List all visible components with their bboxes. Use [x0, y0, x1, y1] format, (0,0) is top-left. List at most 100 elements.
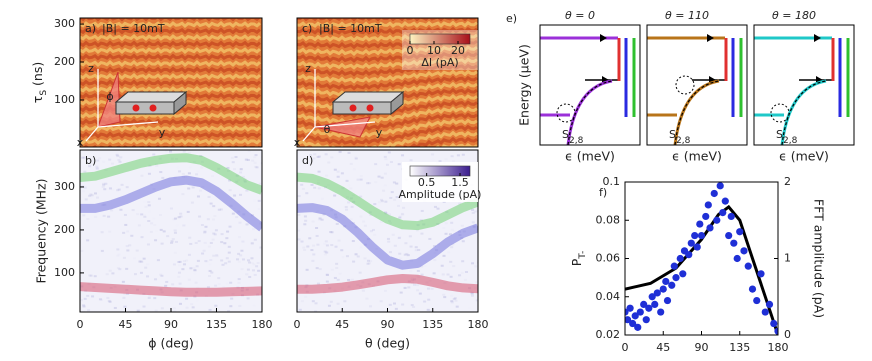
spectrum-noise: [310, 183, 314, 186]
spectrum-noise: [313, 186, 317, 189]
data-point: [626, 304, 634, 312]
y-tick-label: 200: [54, 55, 75, 68]
spectrum-noise: [305, 268, 309, 271]
spectrum-noise: [160, 242, 164, 245]
spectrum-noise: [417, 248, 421, 251]
spectrum-noise: [368, 182, 372, 185]
spectrum-noise: [250, 261, 254, 264]
spectrum-noise: [228, 189, 232, 192]
spectrum-noise: [350, 278, 354, 281]
inset-label: θ: [324, 123, 331, 136]
x-tick-label: 45: [335, 318, 349, 331]
spectrum-noise: [325, 251, 329, 254]
heatmap-fringe: [80, 10, 260, 13]
spectrum-noise: [181, 193, 185, 196]
fit-band: [297, 172, 478, 231]
spectrum-noise: [147, 220, 151, 223]
spectrum-noise: [447, 251, 451, 254]
spectrum-noise: [237, 278, 241, 281]
spectrum-noise: [394, 307, 398, 310]
spectrum-noise: [420, 273, 424, 276]
spectrum-noise: [159, 273, 163, 276]
spectrum-noise: [401, 303, 405, 306]
spectrum-noise: [117, 188, 121, 191]
spectrum-noise: [318, 217, 322, 220]
heatmap-fringe: [297, 124, 478, 146]
spectrum-noise: [335, 262, 339, 265]
spectrum-noise: [456, 154, 460, 157]
inset-device: [332, 101, 392, 115]
spectrum-noise: [315, 234, 319, 237]
spectrum-noise: [252, 263, 256, 266]
spectrum-noise: [386, 237, 390, 240]
spectrum-noise: [147, 172, 151, 175]
spectrum-noise: [169, 150, 173, 153]
spectrum-noise: [206, 286, 210, 289]
spectrum-noise: [349, 187, 353, 190]
spectrum-noise: [152, 217, 155, 219]
spectrum-noise: [148, 211, 151, 213]
spectrum-noise: [468, 307, 471, 309]
spectrum-noise: [116, 254, 120, 257]
spectrum-noise: [140, 213, 144, 216]
spectrum-noise: [256, 261, 260, 264]
spectrum-noise: [150, 222, 154, 225]
arrow: [707, 34, 716, 84]
spectrum-noise: [324, 240, 328, 243]
x-tick-label: 180: [252, 318, 273, 331]
spectrum-noise: [116, 189, 120, 192]
spectrum-noise: [177, 275, 181, 278]
spectrum-noise: [123, 213, 127, 216]
spectrum-noise: [325, 244, 329, 247]
spectrum-noise: [126, 249, 130, 252]
x-tick-label: 0: [294, 318, 301, 331]
spectrum-noise: [340, 249, 344, 252]
inset-dot: [132, 104, 140, 112]
spectrum-noise: [379, 220, 383, 223]
spectrum-noise: [171, 238, 175, 241]
data-point: [748, 285, 757, 293]
spectrum-noise: [140, 236, 144, 239]
data-point: [640, 300, 648, 308]
spectrum-noise: [117, 253, 121, 256]
spectrum-noise: [115, 153, 119, 156]
panel-title: θ = 0: [565, 9, 595, 22]
spectrum-noise: [86, 239, 90, 242]
x-tick-label: 90: [164, 318, 178, 331]
spectrum-noise: [370, 225, 373, 227]
spectrum-noise: [366, 259, 370, 262]
label-part: S: [776, 128, 783, 141]
data-point: [725, 231, 733, 240]
spectrum-noise: [185, 297, 189, 300]
spectrum-noise: [354, 157, 358, 160]
spectrum-noise: [187, 172, 191, 175]
heatmap-fringe: [297, 69, 478, 84]
spectrum-noise: [401, 154, 405, 157]
data-point: [651, 300, 659, 308]
spectrum-noise: [156, 259, 160, 262]
spectrum-noise: [117, 158, 121, 161]
spectrum-noise: [182, 260, 186, 263]
spectrum-noise: [312, 253, 316, 256]
spectrum-noise: [387, 213, 391, 216]
spectrum-noise: [398, 252, 402, 255]
spectrum-noise: [387, 240, 391, 243]
x-axis-label: ϵ (meV): [672, 149, 722, 164]
spectrum-noise: [424, 265, 427, 267]
spectrum-noise: [158, 214, 162, 217]
spectrum-noise: [239, 168, 243, 171]
data-point: [634, 323, 642, 331]
label-part: S: [669, 128, 676, 141]
spectrum-noise: [344, 206, 348, 209]
spectrum-noise: [89, 274, 93, 277]
level-curve: [781, 80, 827, 146]
spectrum-noise: [102, 161, 105, 163]
spectrum-noise: [167, 232, 170, 234]
spectrum-noise: [169, 207, 173, 210]
spectrum-noise: [401, 213, 405, 216]
spectrum-noise: [140, 260, 144, 263]
spectrum-noise: [245, 189, 249, 192]
spectrum-noise: [420, 209, 424, 212]
data-point: [753, 296, 761, 305]
spectrum-noise: [311, 300, 315, 303]
